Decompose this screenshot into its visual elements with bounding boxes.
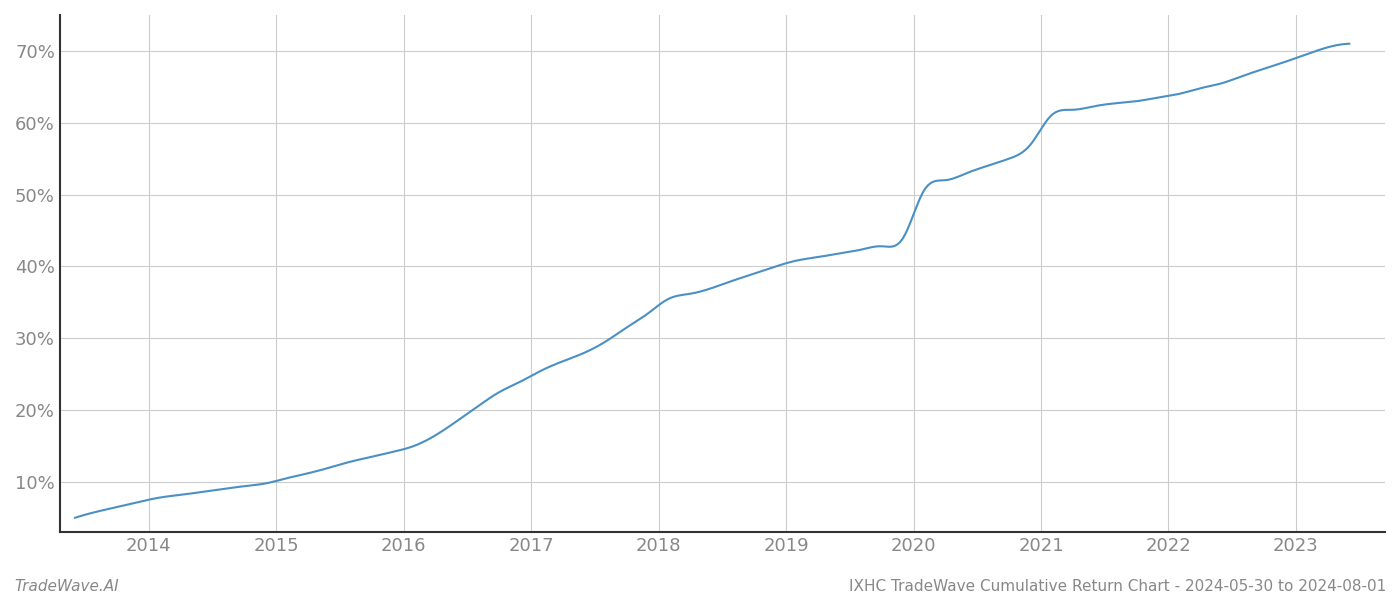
Text: TradeWave.AI: TradeWave.AI	[14, 579, 119, 594]
Text: IXHC TradeWave Cumulative Return Chart - 2024-05-30 to 2024-08-01: IXHC TradeWave Cumulative Return Chart -…	[848, 579, 1386, 594]
